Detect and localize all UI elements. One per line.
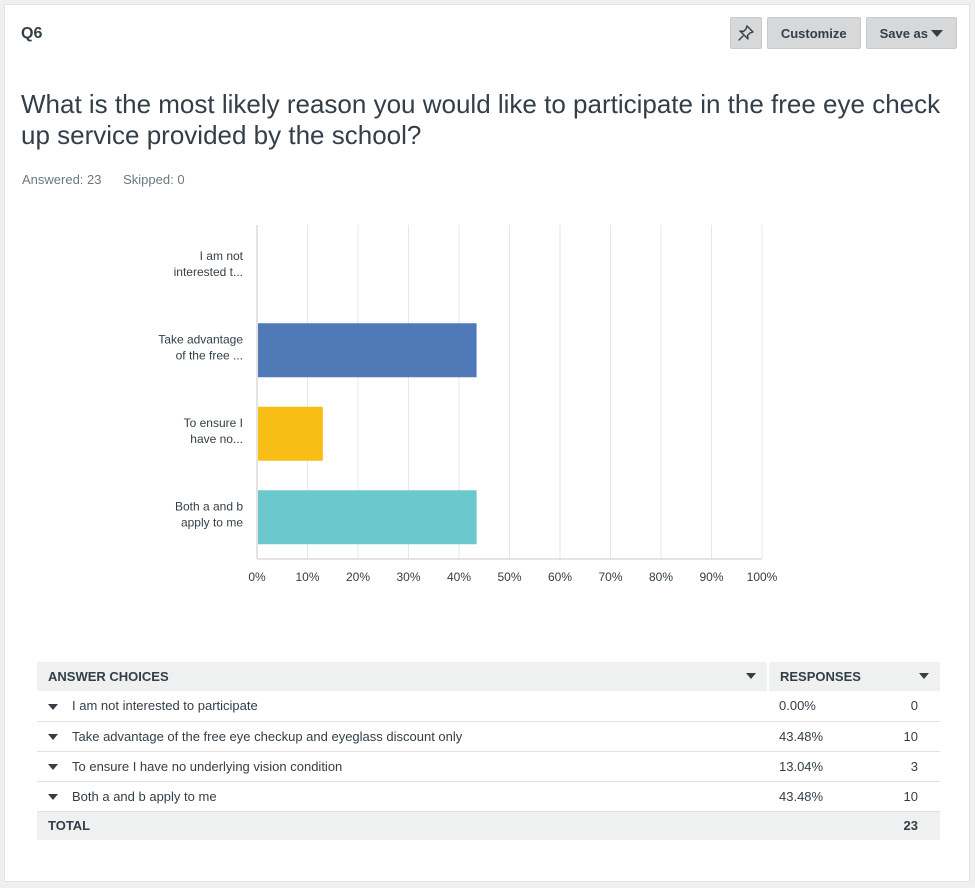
x-tick-label: 60% [548, 570, 572, 584]
response-percent: 43.48% [768, 721, 878, 752]
save-as-button[interactable]: Save as [865, 17, 957, 49]
toolbar: Customize Save as [729, 17, 957, 49]
category-label: apply to me [181, 515, 243, 529]
category-label: To ensure I [184, 416, 243, 430]
response-percent: 0.00% [768, 691, 878, 722]
table-row: I am not interested to participate 0.00%… [37, 691, 940, 722]
x-tick-label: 0% [248, 570, 266, 584]
table-row: To ensure I have no underlying vision co… [37, 751, 940, 782]
response-stats: Answered: 23 Skipped: 0 [22, 172, 203, 187]
category-label: Both a and b [175, 499, 243, 513]
table-row: Take advantage of the free eye checkup a… [37, 721, 940, 752]
expand-caret-icon[interactable] [48, 764, 58, 771]
question-number: Q6 [21, 25, 43, 42]
expand-caret-icon[interactable] [48, 734, 58, 741]
expand-caret-icon[interactable] [48, 794, 58, 801]
total-value: 23 [878, 811, 940, 840]
expand-caret-icon[interactable] [48, 703, 58, 710]
answer-choice-text: Both a and b apply to me [72, 788, 217, 804]
customize-button[interactable]: Customize [766, 17, 861, 49]
table-row: Both a and b apply to me 43.48% 10 [37, 781, 940, 812]
question-title: What is the most likely reason you would… [21, 89, 941, 150]
answer-choices-header-label: ANSWER CHOICES [48, 669, 169, 684]
x-tick-label: 20% [346, 570, 370, 584]
x-tick-label: 10% [295, 570, 319, 584]
bar [258, 323, 477, 378]
bar [258, 406, 323, 461]
chevron-down-icon [931, 29, 943, 37]
pin-button[interactable] [729, 17, 762, 49]
total-spacer [768, 811, 878, 840]
pin-icon [738, 25, 754, 41]
response-count: 10 [878, 781, 940, 812]
answer-choice-text: To ensure I have no underlying vision co… [72, 758, 343, 774]
response-count: 3 [878, 751, 940, 782]
answer-choice-cell[interactable]: Take advantage of the free eye checkup a… [37, 721, 768, 752]
answered-count: Answered: 23 [22, 172, 102, 187]
x-tick-label: 30% [396, 570, 420, 584]
bar [258, 490, 477, 545]
category-label: of the free ... [176, 348, 243, 362]
answer-choice-cell[interactable]: I am not interested to participate [37, 691, 768, 722]
x-tick-label: 70% [598, 570, 622, 584]
total-label: TOTAL [37, 811, 768, 840]
question-card: Q6 Customize Save as What is the most li… [4, 4, 970, 882]
x-tick-label: 90% [699, 570, 723, 584]
skipped-count: Skipped: 0 [123, 172, 185, 187]
x-tick-label: 80% [649, 570, 673, 584]
x-tick-label: 40% [447, 570, 471, 584]
answer-choices-header[interactable]: ANSWER CHOICES [37, 662, 768, 691]
response-percent: 43.48% [768, 781, 878, 812]
responses-header[interactable]: RESPONSES [767, 662, 940, 691]
category-label: I am not [200, 249, 244, 263]
sort-chevron-icon [919, 673, 929, 679]
response-count: 0 [878, 691, 940, 722]
answer-choice-cell[interactable]: To ensure I have no underlying vision co… [37, 751, 768, 782]
save-as-label: Save as [879, 25, 928, 41]
sort-chevron-icon [746, 673, 756, 679]
answer-choice-cell[interactable]: Both a and b apply to me [37, 781, 768, 812]
response-percent: 13.04% [768, 751, 878, 782]
table-header-row: ANSWER CHOICES RESPONSES [37, 662, 940, 691]
response-count: 10 [878, 721, 940, 752]
responses-header-label: RESPONSES [780, 669, 861, 684]
category-label: have no... [190, 432, 243, 446]
x-tick-label: 100% [747, 570, 778, 584]
answer-table: ANSWER CHOICES RESPONSES I am not intere… [37, 662, 940, 840]
total-row: TOTAL 23 [37, 811, 940, 840]
answer-choice-text: I am not interested to participate [72, 698, 258, 714]
category-label: Take advantage [158, 332, 243, 346]
category-label: interested t... [174, 265, 243, 279]
bar-chart: 0% 10% 20% 30% 40% 50% 60% 70% 80% 90% 100% I am no… [158, 225, 778, 584]
x-tick-label: 50% [497, 570, 521, 584]
answer-choice-text: Take advantage of the free eye checkup a… [72, 728, 463, 744]
